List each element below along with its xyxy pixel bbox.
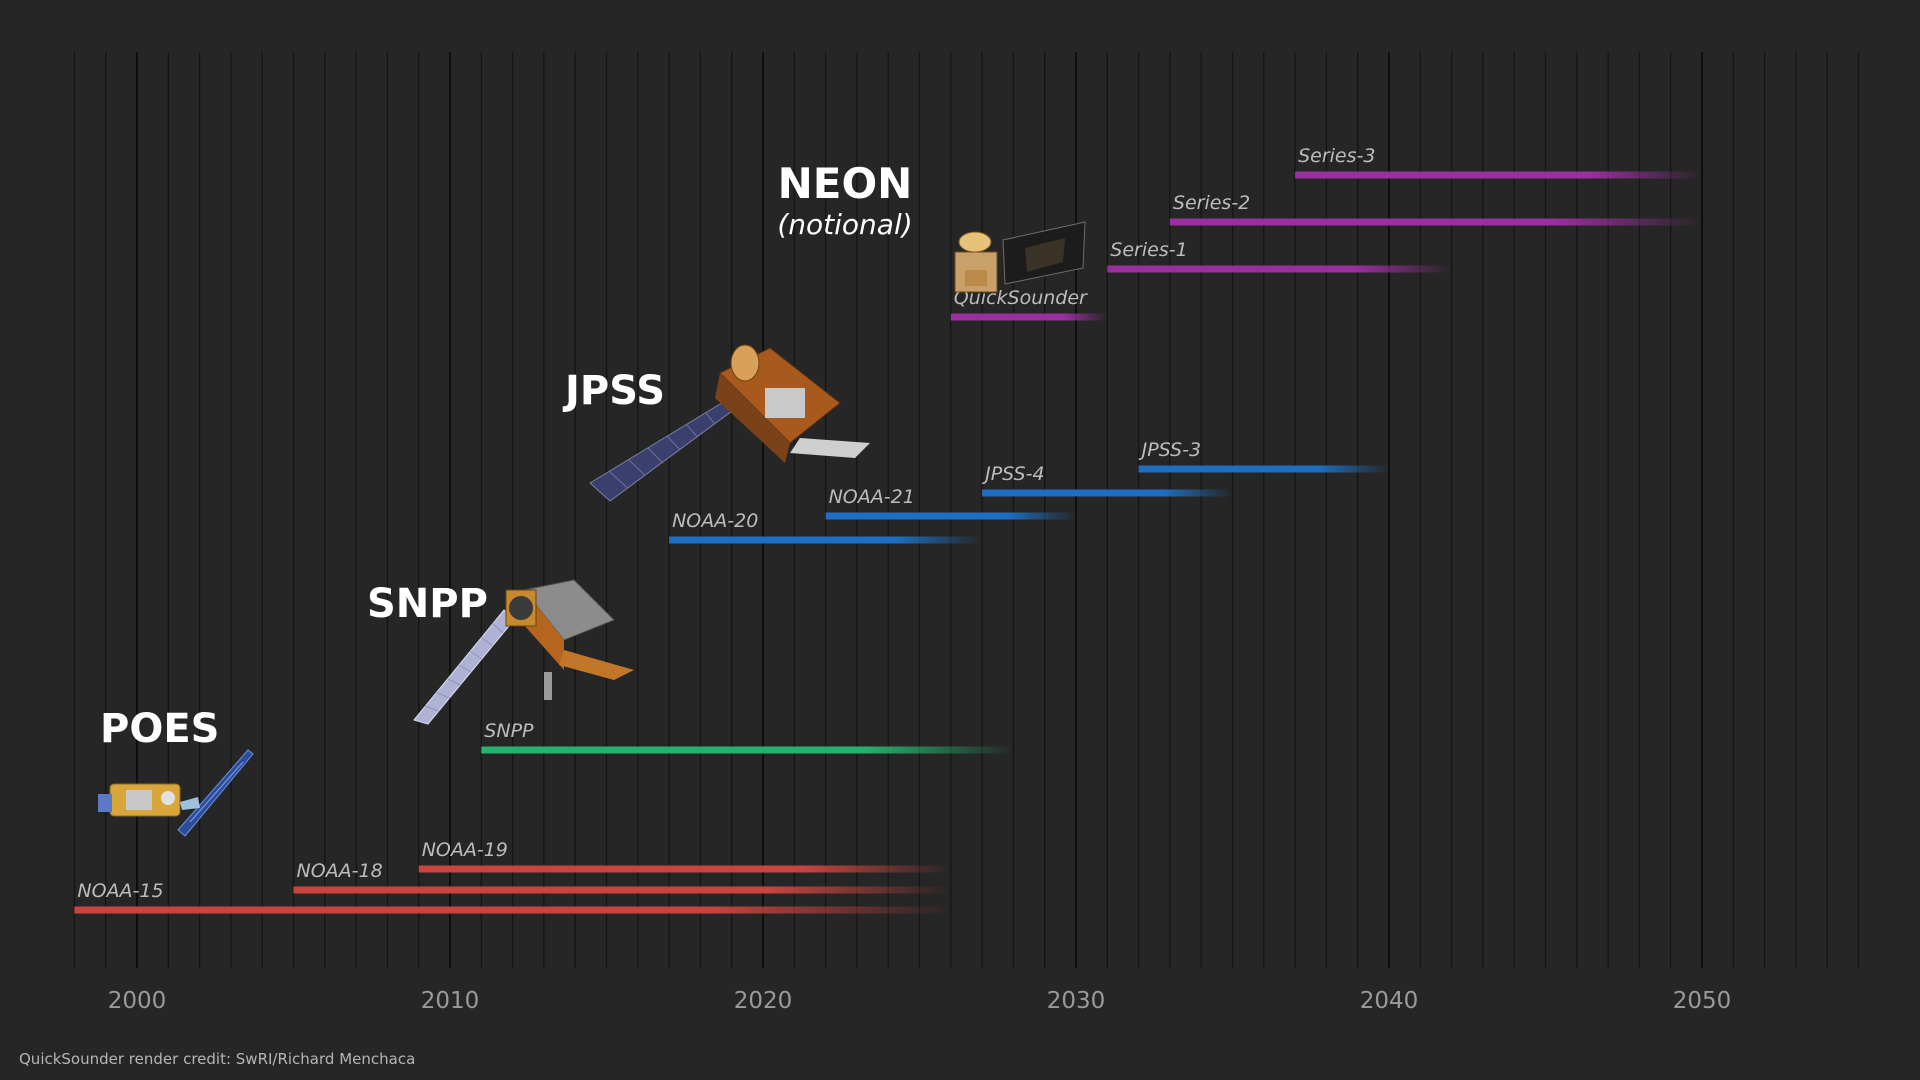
x-tick-label-2050: 2050 (1673, 988, 1732, 1014)
group-label-poes: POES (100, 706, 219, 752)
x-tick-label-2020: 2020 (734, 988, 793, 1014)
quicksounder-satellite-icon (954, 221, 1086, 293)
bar-series-1 (1107, 265, 1452, 273)
x-tick-label-2030: 2030 (1047, 988, 1106, 1014)
snpp-satellite-icon (413, 579, 634, 725)
x-tick-label-2010: 2010 (421, 988, 480, 1014)
x-axis-ticks: 2000 2010 2020 2030 2040 2050 (108, 988, 1732, 1014)
label-snpp: SNPP (484, 720, 534, 742)
group-label-snpp: SNPP (367, 581, 488, 627)
label-noaa-18: NOAA-18 (297, 860, 383, 882)
group-labels: POES SNPP JPSS NEON(notional) (100, 159, 913, 752)
x-tick-label-2040: 2040 (1360, 988, 1419, 1014)
label-series-2: Series-2 (1173, 192, 1250, 214)
label-noaa-15: NOAA-15 (77, 880, 163, 902)
render-credit: QuickSounder render credit: SwRI/Richard… (19, 1050, 416, 1068)
mission-bars (74, 171, 1702, 914)
bar-noaa-15 (74, 906, 951, 914)
bar-noaa-19 (418, 865, 951, 873)
bar-series-2 (1169, 218, 1702, 226)
bar-snpp (481, 746, 1014, 754)
mission-labels: NOAA-15 NOAA-18 NOAA-19 SNPP NOAA-20 NOAA-21 J… (77, 145, 1375, 902)
bar-noaa-20 (669, 536, 983, 544)
x-tick-label-2000: 2000 (108, 988, 167, 1014)
label-jpss-3: JPSS-3 (1138, 439, 1201, 461)
label-series-3: Series-3 (1298, 145, 1375, 167)
poes-satellite-icon (98, 749, 254, 837)
label-series-1: Series-1 (1110, 239, 1187, 261)
grid-lines (73, 52, 1860, 968)
bar-series-3 (1295, 171, 1702, 179)
bar-jpss-3 (1138, 465, 1389, 473)
bar-quicksounder (950, 313, 1108, 321)
bar-noaa-21 (825, 512, 1076, 520)
satellite-icons (98, 221, 1086, 837)
label-noaa-20: NOAA-20 (672, 510, 758, 532)
label-noaa-19: NOAA-19 (422, 839, 508, 861)
bar-jpss-4 (982, 489, 1233, 497)
group-subtitle-neon: (notional) (777, 208, 912, 241)
group-label-neon: NEON (778, 159, 913, 208)
bar-noaa-18 (293, 886, 951, 894)
label-noaa-21: NOAA-21 (829, 486, 915, 508)
label-jpss-4: JPSS-4 (981, 463, 1044, 485)
group-label-jpss: JPSS (562, 368, 665, 414)
jpss-satellite-icon (589, 344, 870, 502)
